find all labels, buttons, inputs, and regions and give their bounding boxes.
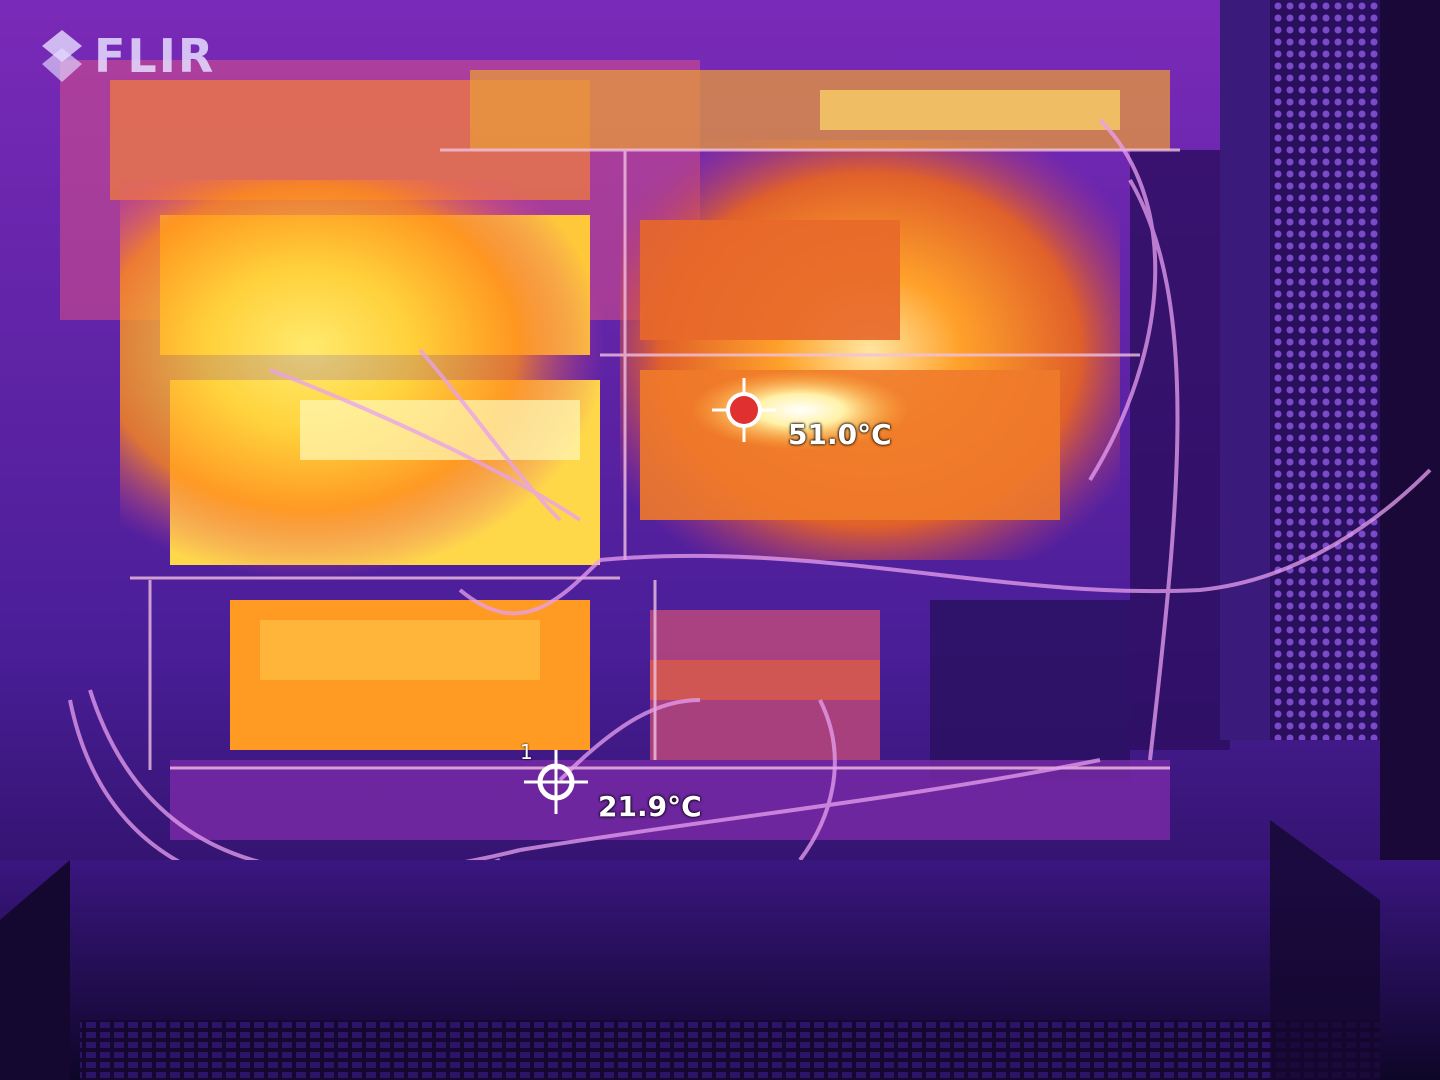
right-dark-panel xyxy=(1130,150,1230,750)
lower-left-device-core xyxy=(260,620,540,680)
spot-meter-hot-temperature: 51.0°C xyxy=(788,418,892,451)
floor-vent-grille xyxy=(80,1020,1380,1080)
right-door-frame xyxy=(1220,0,1270,740)
spot-meter-1-crosshair-icon xyxy=(524,750,588,814)
top-shelf-bright xyxy=(820,90,1120,130)
spot-meter-1-index: 1 xyxy=(520,740,533,764)
right-door-mesh xyxy=(1270,0,1380,740)
left-device-glow xyxy=(120,180,660,600)
rack-rails xyxy=(130,148,1180,770)
left-device-hot-band xyxy=(300,400,580,460)
floor-edge-left xyxy=(0,860,70,1080)
flir-logo: FLIR xyxy=(40,24,215,88)
lower-right-equipment xyxy=(930,600,1130,780)
floor-edge-right xyxy=(1270,820,1380,1080)
lower-center-device-top xyxy=(650,660,880,700)
center-device-upper xyxy=(640,220,900,340)
spot-meter-hot-crosshair-icon xyxy=(712,378,776,442)
spot-meter-1-temperature: 21.9°C xyxy=(598,790,702,823)
flir-logo-text: FLIR xyxy=(94,29,216,83)
flir-diamond-icon xyxy=(42,30,82,82)
